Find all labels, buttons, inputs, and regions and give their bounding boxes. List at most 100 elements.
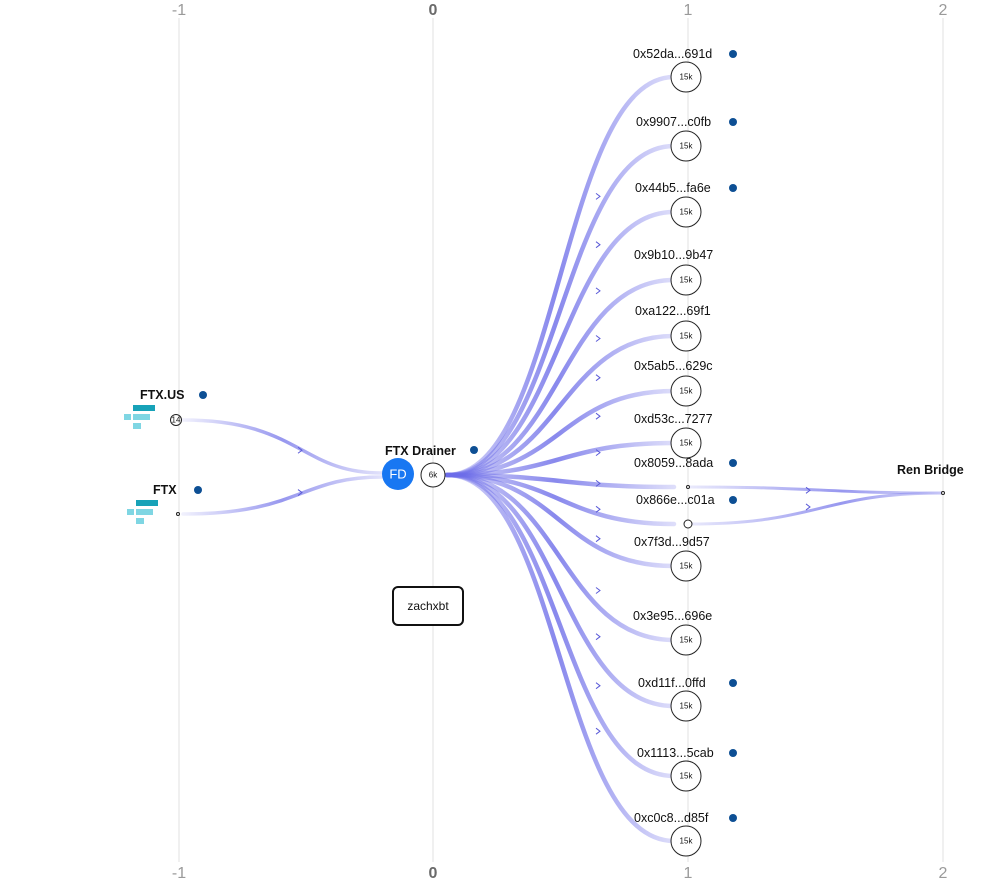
target-amount-bubble[interactable] xyxy=(670,760,702,792)
flow-edge-ren-bridge xyxy=(688,485,945,495)
target-amount: 15k xyxy=(680,208,694,217)
target-address-label: 0x9b10...9b47 xyxy=(634,248,713,262)
target-amount-bubble[interactable] xyxy=(670,130,702,162)
target-node[interactable]: 0x9b10...9b47 15k xyxy=(634,248,713,296)
target-amount-bubble[interactable] xyxy=(670,550,702,582)
target-amount: 15k xyxy=(680,387,694,396)
flow-arrow xyxy=(595,587,601,594)
flow-arrow xyxy=(297,489,303,496)
target-amount-bubble[interactable] xyxy=(670,690,702,722)
target-amount: 15k xyxy=(680,772,694,781)
target-anchor[interactable] xyxy=(686,485,690,489)
annotation-tag[interactable]: zachxbt xyxy=(392,586,464,626)
target-status-dot[interactable] xyxy=(729,679,737,687)
target-node[interactable]: 0x8059...8ada xyxy=(634,456,737,489)
flow-arrow xyxy=(595,374,601,382)
target-address-label: 0x52da...691d xyxy=(633,47,712,61)
flow-arrow xyxy=(297,446,303,454)
target-node[interactable]: 0xc0c8...d85f 15k xyxy=(634,811,737,857)
target-amount-bubble[interactable] xyxy=(670,825,702,857)
flow-arrow xyxy=(805,486,811,494)
target-amount: 15k xyxy=(680,837,694,846)
target-node[interactable]: 0xa122...69f1 15k xyxy=(635,304,711,352)
source-label: FTX.US xyxy=(140,388,184,402)
hub-node[interactable]: FD 6k FTX Drainer xyxy=(382,444,478,490)
source-status-dot[interactable] xyxy=(194,486,202,494)
flow-arrow xyxy=(595,682,601,690)
axis-tick-bottom-0: 0 xyxy=(429,865,438,882)
axis-tick-top-2: 2 xyxy=(939,2,948,19)
target-node[interactable]: 0x5ab5...629c 15k xyxy=(634,359,713,407)
target-address-label: 0x5ab5...629c xyxy=(634,359,713,373)
destination-node[interactable]: Ren Bridge xyxy=(897,463,964,495)
flow-edge-target xyxy=(444,472,677,643)
target-node[interactable]: 0x866e...c01a xyxy=(636,493,737,529)
target-amount-bubble[interactable] xyxy=(670,624,702,656)
flow-arrow xyxy=(595,335,601,342)
flow-edge-target xyxy=(444,472,677,844)
destination-anchor[interactable] xyxy=(941,491,945,495)
target-address-label: 0xd53c...7277 xyxy=(634,412,713,426)
flow-edge-target xyxy=(444,209,677,478)
target-address-label: 0x3e95...696e xyxy=(633,609,712,623)
target-node[interactable]: 0x7f3d...9d57 15k xyxy=(634,535,710,582)
source-node[interactable]: FTX xyxy=(127,483,202,524)
target-status-dot[interactable] xyxy=(729,459,737,467)
flow-edge-source xyxy=(181,475,384,516)
target-node[interactable]: 0x3e95...696e 15k xyxy=(633,609,712,656)
target-status-dot[interactable] xyxy=(729,814,737,822)
target-amount: 15k xyxy=(680,73,694,82)
hub-initials: FD xyxy=(389,467,406,482)
flow-edge-target xyxy=(444,388,677,478)
target-amount-bubble[interactable] xyxy=(670,375,702,407)
target-node[interactable]: 0x44b5...fa6e 15k xyxy=(635,181,737,228)
axis-tick-top-1: 1 xyxy=(684,2,693,19)
hub-avatar[interactable] xyxy=(382,458,414,490)
target-status-dot[interactable] xyxy=(729,184,737,192)
source-amount-bubble[interactable] xyxy=(170,414,182,426)
axis-lines xyxy=(178,18,944,862)
exchange-logo-icon xyxy=(124,405,155,429)
axis-tick-bottom-neg1: -1 xyxy=(172,865,186,882)
source-label: FTX xyxy=(153,483,177,497)
target-address-label: 0xc0c8...d85f xyxy=(634,811,709,825)
flow-edge-target xyxy=(444,472,677,569)
target-amount-bubble[interactable] xyxy=(670,320,702,352)
target-address-label: 0x1113...5cab xyxy=(637,746,714,760)
target-node[interactable]: 0xd11f...0ffd 15k xyxy=(638,676,737,722)
target-status-dot[interactable] xyxy=(729,50,737,58)
flow-arrow xyxy=(595,287,601,295)
axis-tick-top-0: 0 xyxy=(429,2,438,19)
target-node[interactable]: 0x9907...c0fb 15k xyxy=(636,115,737,162)
flow-arrow xyxy=(595,480,601,487)
target-node[interactable]: 0x1113...5cab 15k xyxy=(637,746,737,792)
annotation-box[interactable] xyxy=(392,586,464,626)
annotation-text: zachxbt xyxy=(407,599,449,613)
target-status-dot[interactable] xyxy=(729,749,737,757)
target-node[interactable]: 0xd53c...7277 15k xyxy=(634,412,713,459)
flow-edge-target xyxy=(444,333,677,478)
target-address-label: 0x44b5...fa6e xyxy=(635,181,711,195)
target-node[interactable]: 0x52da...691d 15k xyxy=(633,47,737,93)
target-amount-bubble[interactable] xyxy=(670,61,702,93)
source-node[interactable]: FTX.US 14 xyxy=(124,388,207,429)
target-amount-bubble[interactable] xyxy=(670,427,702,459)
hub-amount-bubble[interactable] xyxy=(420,462,446,488)
source-status-dot[interactable] xyxy=(199,391,207,399)
target-anchor[interactable] xyxy=(683,519,693,529)
target-amount-bubble[interactable] xyxy=(670,264,702,296)
target-amount: 15k xyxy=(680,142,694,151)
flow-edge-target xyxy=(444,74,677,478)
flow-arrow xyxy=(595,241,601,249)
flow-arrow xyxy=(595,727,601,735)
target-status-dot[interactable] xyxy=(729,118,737,126)
target-address-label: 0x9907...c0fb xyxy=(636,115,711,129)
hub-status-dot[interactable] xyxy=(470,446,478,454)
target-amount-bubble[interactable] xyxy=(670,196,702,228)
source-anchor[interactable] xyxy=(176,512,180,516)
flow-arrow xyxy=(595,449,601,456)
target-status-dot[interactable] xyxy=(729,496,737,504)
target-address-label: 0x8059...8ada xyxy=(634,456,713,470)
target-amount: 15k xyxy=(680,276,694,285)
